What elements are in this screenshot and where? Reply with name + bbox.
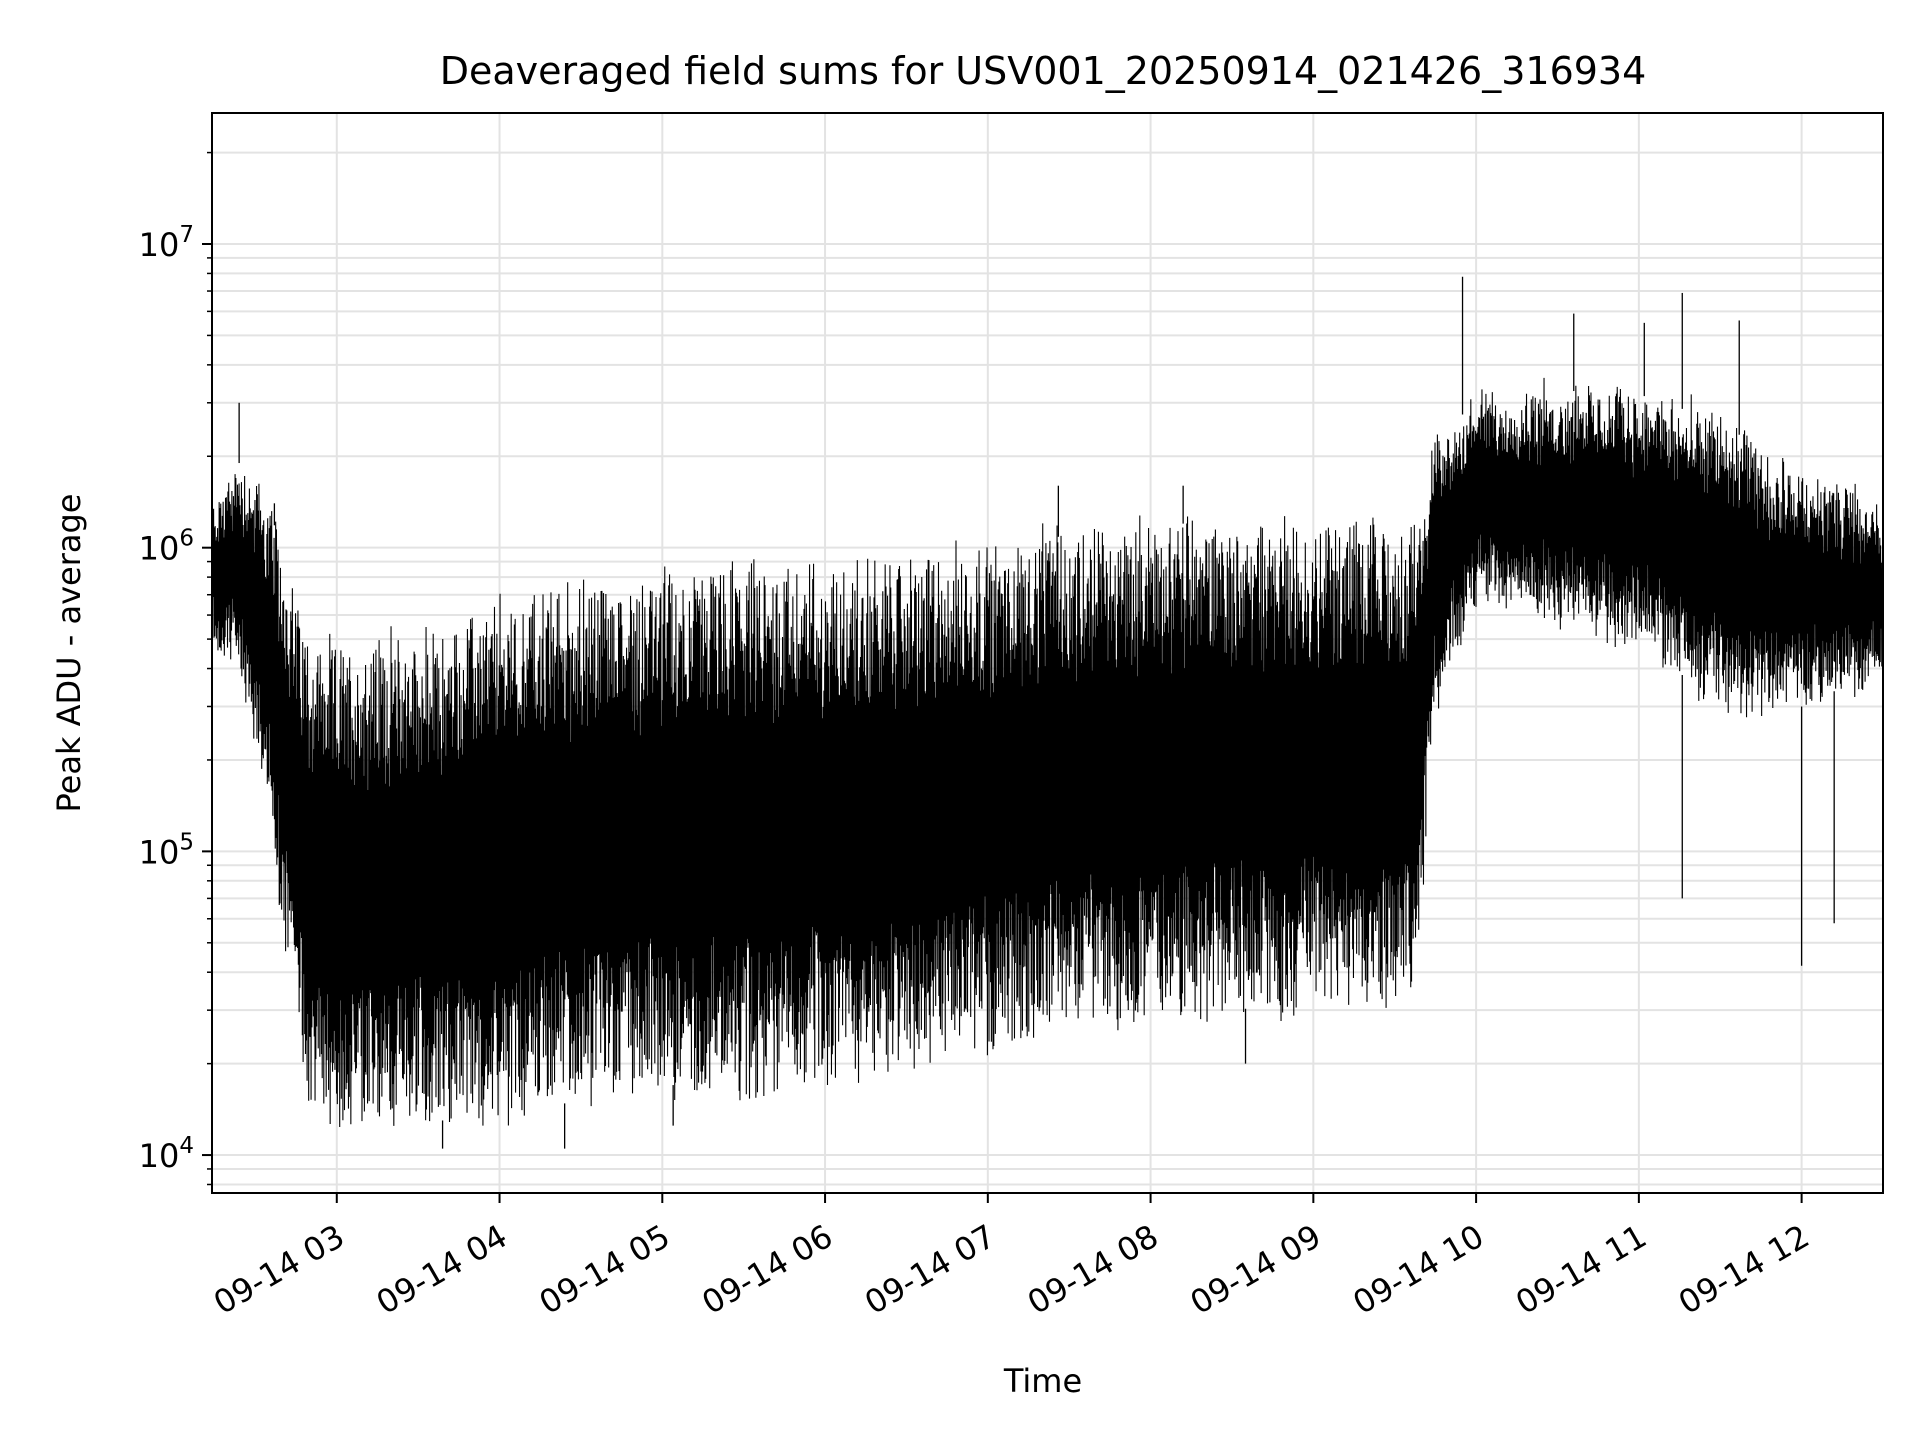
- y-tick-label: 104: [139, 1133, 194, 1175]
- x-axis-label: Time: [1003, 1362, 1082, 1400]
- data-line: [211, 276, 1884, 1149]
- series-line: [211, 377, 1884, 1127]
- y-tick-label: 107: [139, 222, 194, 264]
- y-tick-label: 105: [139, 829, 194, 871]
- y-axis-label: Peak ADU - average: [50, 494, 88, 813]
- y-tick-label: 106: [139, 526, 194, 568]
- chart-title: Deaveraged field sums for USV001_2025091…: [440, 49, 1647, 93]
- plot-frame: [211, 112, 1884, 1194]
